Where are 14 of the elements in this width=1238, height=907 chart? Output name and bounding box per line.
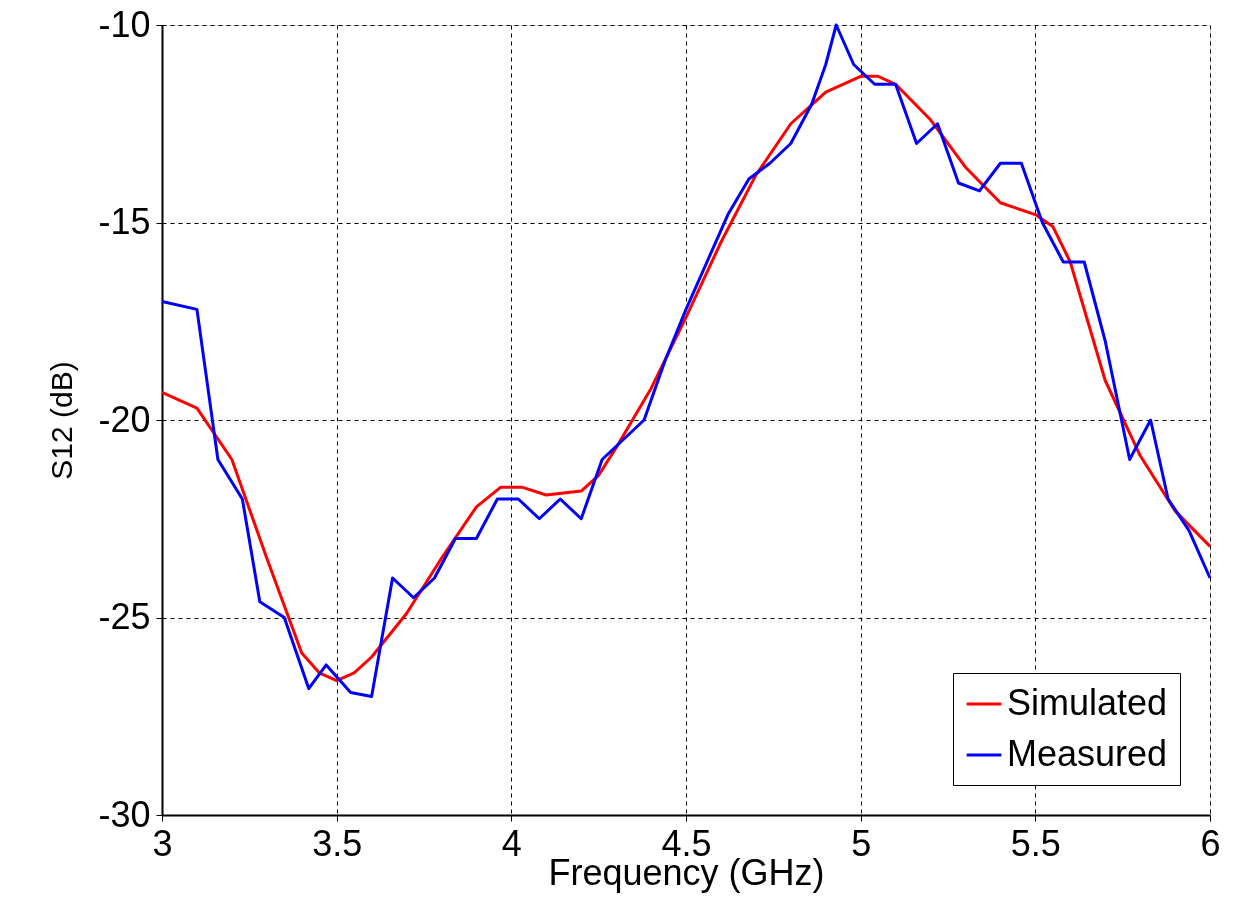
x-tick-label: 3.5	[312, 822, 363, 864]
y-axis-title: S12 (dB)	[45, 361, 79, 480]
legend-label: Simulated	[1007, 682, 1168, 723]
y-tick-label: -15	[98, 201, 151, 242]
x-tick-label: 6	[1200, 822, 1221, 864]
x-tick-label: 5.5	[1010, 822, 1061, 864]
x-tick-label: 4	[501, 822, 522, 864]
y-tick-label: -10	[98, 3, 151, 45]
y-tick-label: -20	[98, 398, 151, 440]
x-tick-label: 5	[851, 822, 872, 864]
y-tick-label: -25	[98, 596, 151, 637]
y-tick-label: -30	[98, 793, 151, 835]
legend-label: Measured	[1007, 733, 1168, 774]
x-tick-label: 3	[152, 822, 173, 864]
